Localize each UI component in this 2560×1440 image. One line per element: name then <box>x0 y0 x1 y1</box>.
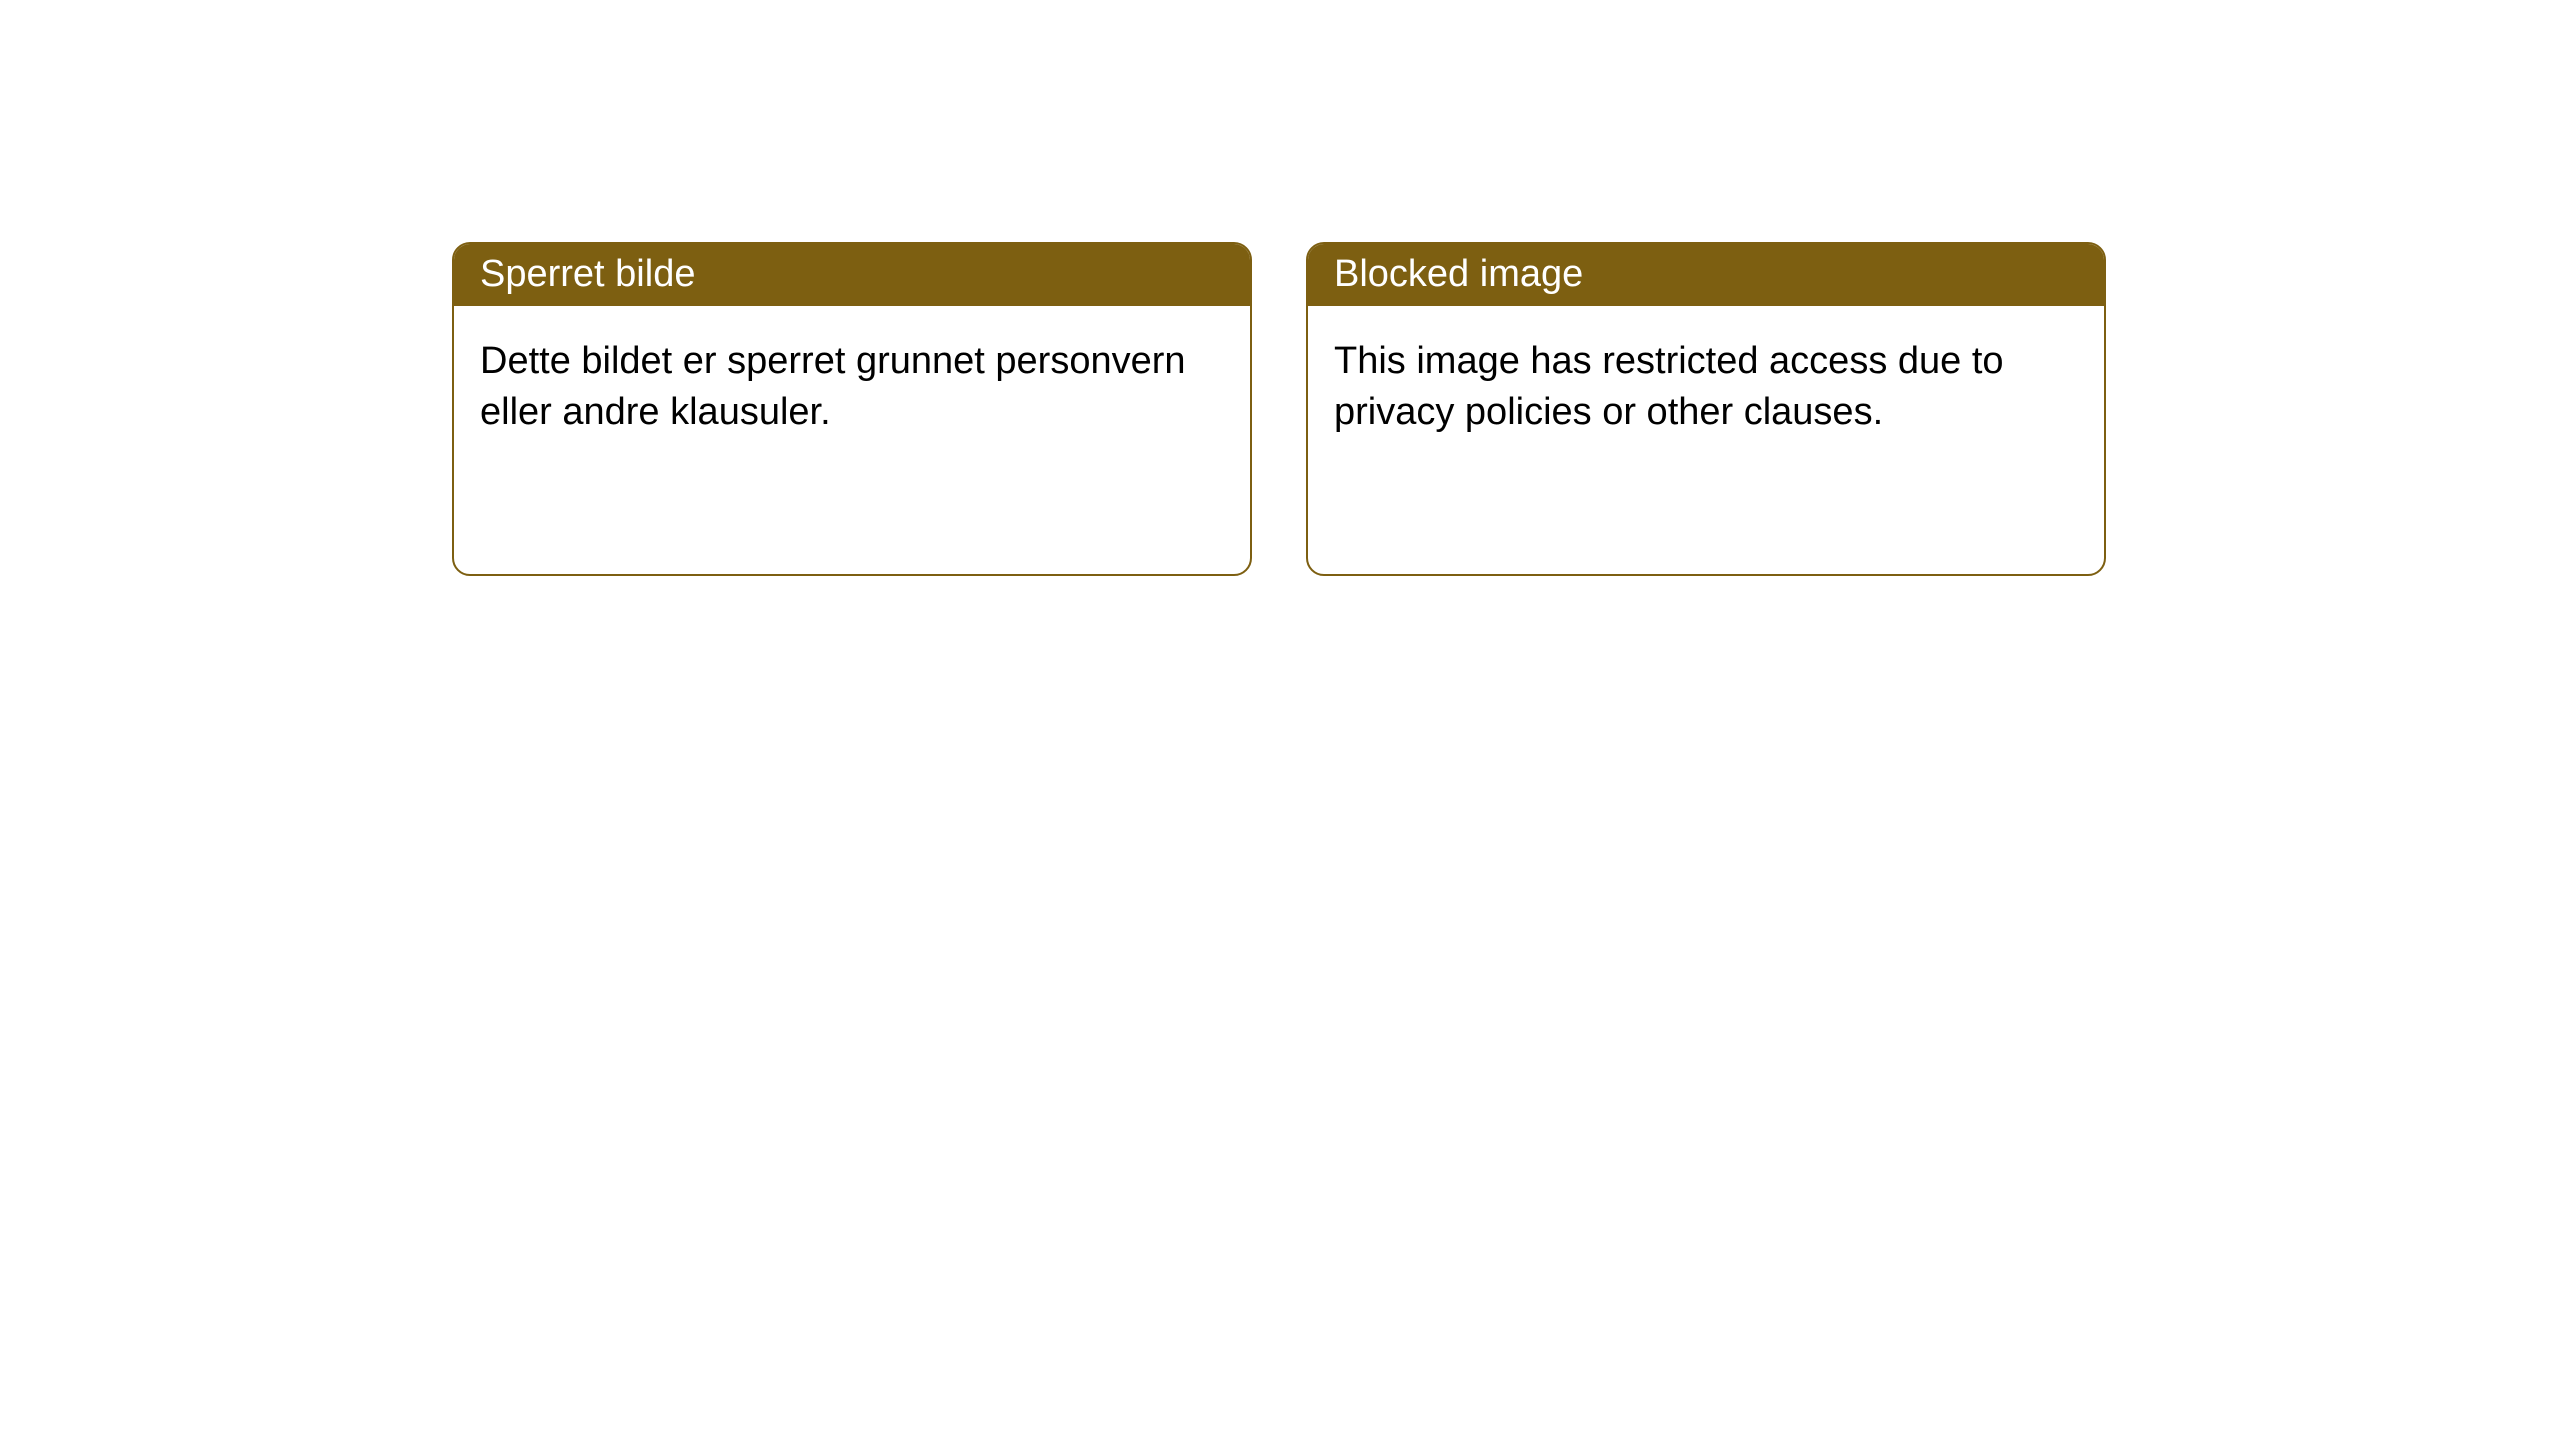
notice-cards-container: Sperret bilde Dette bildet er sperret gr… <box>452 242 2106 576</box>
notice-card-body: Dette bildet er sperret grunnet personve… <box>454 306 1250 469</box>
notice-card-norwegian: Sperret bilde Dette bildet er sperret gr… <box>452 242 1252 576</box>
notice-card-title: Blocked image <box>1334 253 1583 295</box>
notice-card-text: This image has restricted access due to … <box>1334 340 2004 433</box>
notice-card-english: Blocked image This image has restricted … <box>1306 242 2106 576</box>
notice-card-header: Sperret bilde <box>454 244 1250 306</box>
notice-card-body: This image has restricted access due to … <box>1308 306 2104 469</box>
notice-card-text: Dette bildet er sperret grunnet personve… <box>480 340 1186 433</box>
notice-card-title: Sperret bilde <box>480 253 695 295</box>
notice-card-header: Blocked image <box>1308 244 2104 306</box>
